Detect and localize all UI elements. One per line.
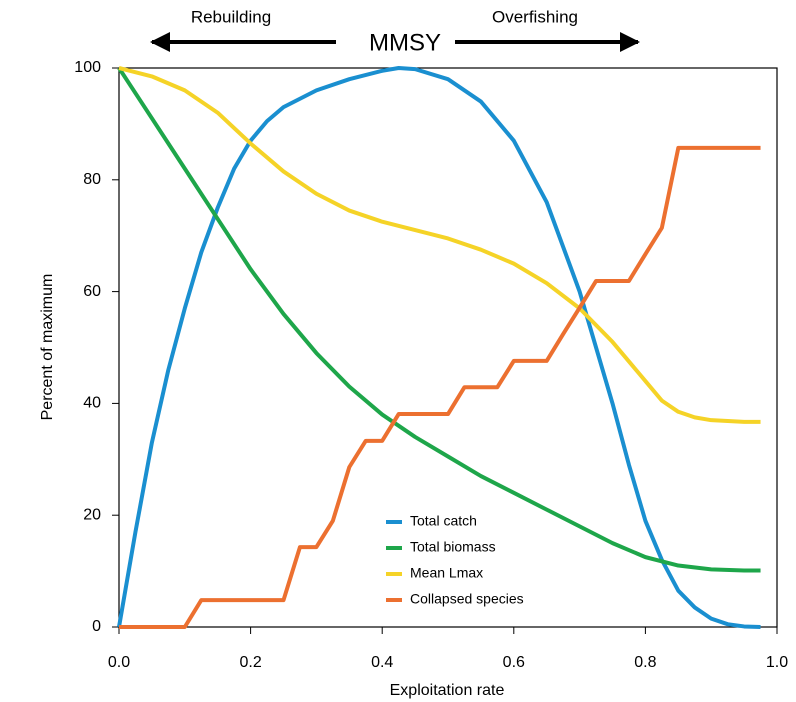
legend-label: Total biomass [410,539,496,555]
x-tick-label: 0.0 [108,654,130,671]
y-tick-label: 80 [83,171,101,188]
x-tick-label: 1.0 [766,654,788,671]
x-tick-label: 0.8 [634,654,656,671]
legend-label: Collapsed species [410,591,524,607]
y-tick-label: 100 [74,59,101,76]
y-tick-label: 0 [92,618,101,635]
y-tick-label: 20 [83,506,101,523]
y-tick-label: 40 [83,395,101,412]
series-line [117,66,761,573]
y-axis-title: Percent of maximum [39,274,56,421]
x-tick-label: 0.2 [239,654,261,671]
annotation: Rebuilding [191,7,271,26]
annotation: Overfishing [492,7,578,26]
x-tick-label: 0.6 [503,654,525,671]
plot-frame [118,67,778,628]
legend-label: Mean Lmax [410,565,483,581]
series-line [118,66,761,424]
annotation: MMSY [369,29,441,56]
y-tick-label: 60 [83,283,101,300]
legend-label: Total catch [410,513,477,529]
x-tick-label: 0.4 [371,654,393,671]
series-line [119,145,761,629]
series-line [117,66,761,629]
x-axis-title: Exploitation rate [390,682,505,699]
